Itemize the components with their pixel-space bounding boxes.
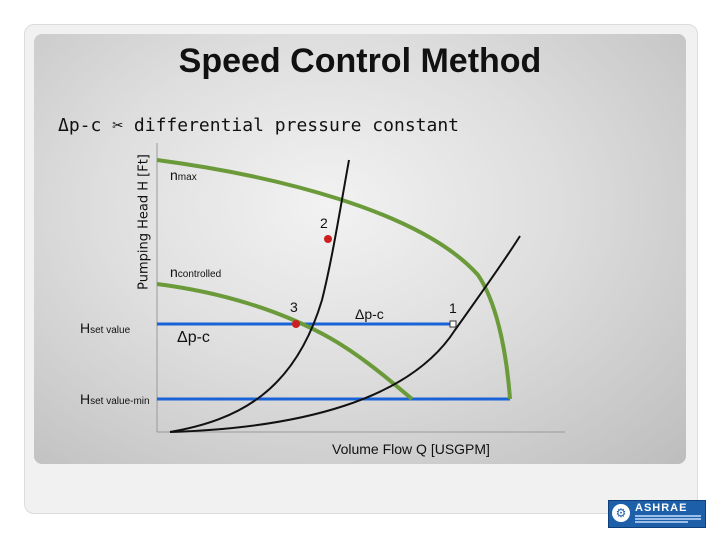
subtitle-text: differential pressure constant <box>133 115 459 136</box>
y-axis-label: Pumping Head H [Ft] <box>136 154 152 290</box>
label-h-set-value: Hset value <box>80 320 131 336</box>
slide-panel <box>34 34 686 464</box>
label-dp-left: Δp-c <box>177 329 210 346</box>
operating-point-2 <box>324 235 332 243</box>
label-point-2: 2 <box>320 215 328 231</box>
slide-title: Speed Control Method <box>178 42 542 80</box>
logo-tagline <box>635 514 701 524</box>
pump-curve-n-controlled <box>156 282 414 401</box>
logo-text: ASHRAE <box>635 502 688 514</box>
operating-point-1 <box>449 320 457 328</box>
ashrae-logo: ⚙ ASHRAE <box>608 500 706 528</box>
label-h-set-value-min: Hset value-min <box>80 391 150 407</box>
label-point-1: 1 <box>449 300 457 316</box>
label-dp-center: Δp-c <box>355 306 384 322</box>
scissors-icon: ✂ <box>112 115 124 136</box>
label-n-controlled: ncontrolled <box>170 264 222 280</box>
gear-icon: ⚙ <box>612 504 630 522</box>
system-curve-flat <box>169 235 521 433</box>
operating-point-3 <box>292 320 300 328</box>
system-curve-steep <box>169 159 350 433</box>
subtitle-prefix: Δp-c <box>58 115 102 136</box>
label-point-3: 3 <box>290 299 298 315</box>
label-n-max: nmax <box>170 167 197 183</box>
subtitle: Δp-c ✂ differential pressure constant <box>58 115 459 136</box>
pump-curve-n-max <box>156 158 512 400</box>
x-axis-label: Volume Flow Q [USGPM] <box>332 441 490 457</box>
